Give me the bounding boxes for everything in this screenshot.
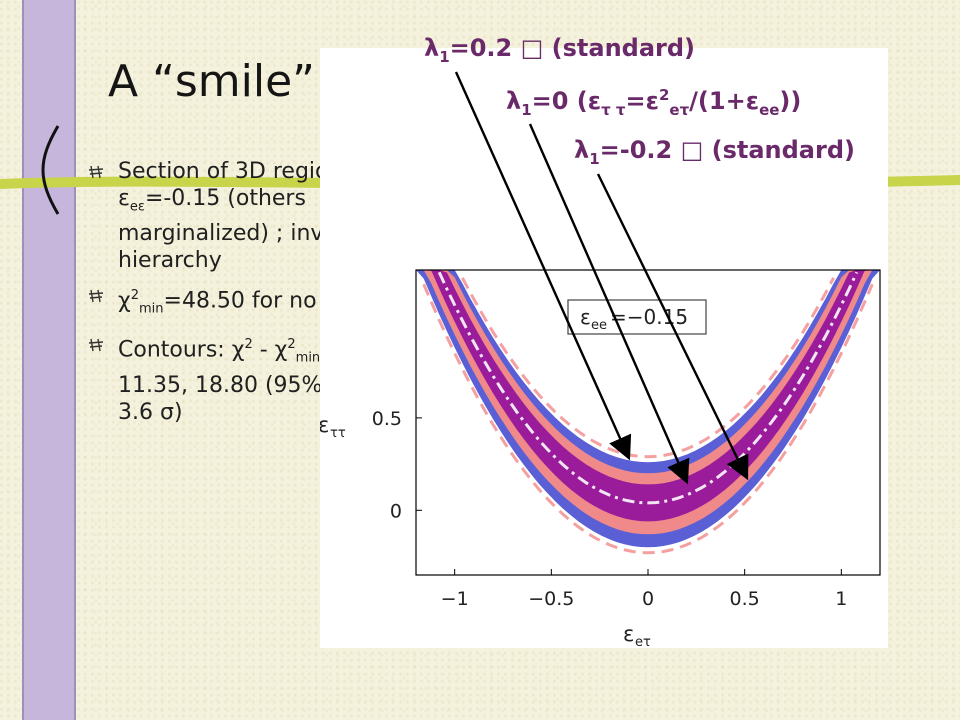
dashed-contour-upper [461,277,835,459]
chi-symbol: χ [274,337,288,363]
x-tick-label: 0 [642,588,654,610]
placeholder-glyph-icon: □ [520,34,544,62]
bullet-icon [88,290,104,303]
contour-figure: −1 −0.5 0 0.5 1 0 0.5 ε ee =−0.15 ε ττ ε eτ [318,48,888,650]
box-value: =−0.15 [610,305,688,329]
box-epsilon-subscript: ee [591,318,607,333]
arrow-lambda-negative [596,173,749,481]
x-tick-label: −1 [441,588,469,610]
y-axis-label: ε [320,413,329,437]
bullet-icon [88,338,104,352]
bullet-icon [88,165,104,179]
chi-superscript: 2 [244,337,253,353]
decorative-bracket [41,125,60,215]
x-tick-label: 0.5 [730,588,760,610]
slide-title: A “smile”… [108,56,359,107]
y-axis-label-subscript: ττ [330,426,346,441]
annotation-lambda-negative: λ1=-0.2 □ (standard) [574,136,855,168]
box-epsilon: ε [580,305,591,329]
parameter-box: ε ee =−0.15 [567,299,707,335]
chi-superscript: 2 [287,337,296,353]
x-axis-label: ε [623,622,634,646]
bullet-text: Contours: [118,337,232,363]
arrow-lambda-zero [528,123,690,485]
sigma-symbol: σ [159,399,174,425]
bullet-text: - [252,337,275,363]
chi-subscript: min [139,302,164,318]
annotation-lambda-zero: λ1=0 (ετ τ=ε2eτ/(1+εee)) [506,86,802,119]
chi-symbol: χ [118,288,131,314]
parameter-box-frame [567,299,707,335]
epsilon-subscript: eε [129,199,145,215]
chi-subscript: min [295,350,321,366]
placeholder-glyph-icon: □ [680,136,704,164]
bullet-text: ) [173,399,183,425]
x-tick-label: −0.5 [528,588,574,610]
plot-area [416,270,880,555]
epsilon-symbol: ε [118,186,130,211]
x-tick-label: 1 [835,588,847,610]
chi-symbol: χ [231,337,245,363]
decorative-side-bar [22,0,76,720]
dashed-contour-lower [422,283,874,555]
y-tick-label: 0 [390,500,402,522]
dashdot-best-fit [437,271,859,505]
band-inner [416,270,880,522]
arrow-lambda-positive [454,71,632,461]
annotation-lambda-positive: λ1=0.2 □ (standard) [424,34,696,66]
contour-chart: −1 −0.5 0 0.5 1 0 0.5 ε ee =−0.15 ε ττ ε eτ [318,269,881,650]
x-axis-label-subscript: eτ [635,635,651,648]
y-tick-label: 0.5 [372,408,402,430]
axes: −1 −0.5 0 0.5 1 0 0.5 [372,408,848,610]
chi-superscript: 2 [130,288,139,304]
